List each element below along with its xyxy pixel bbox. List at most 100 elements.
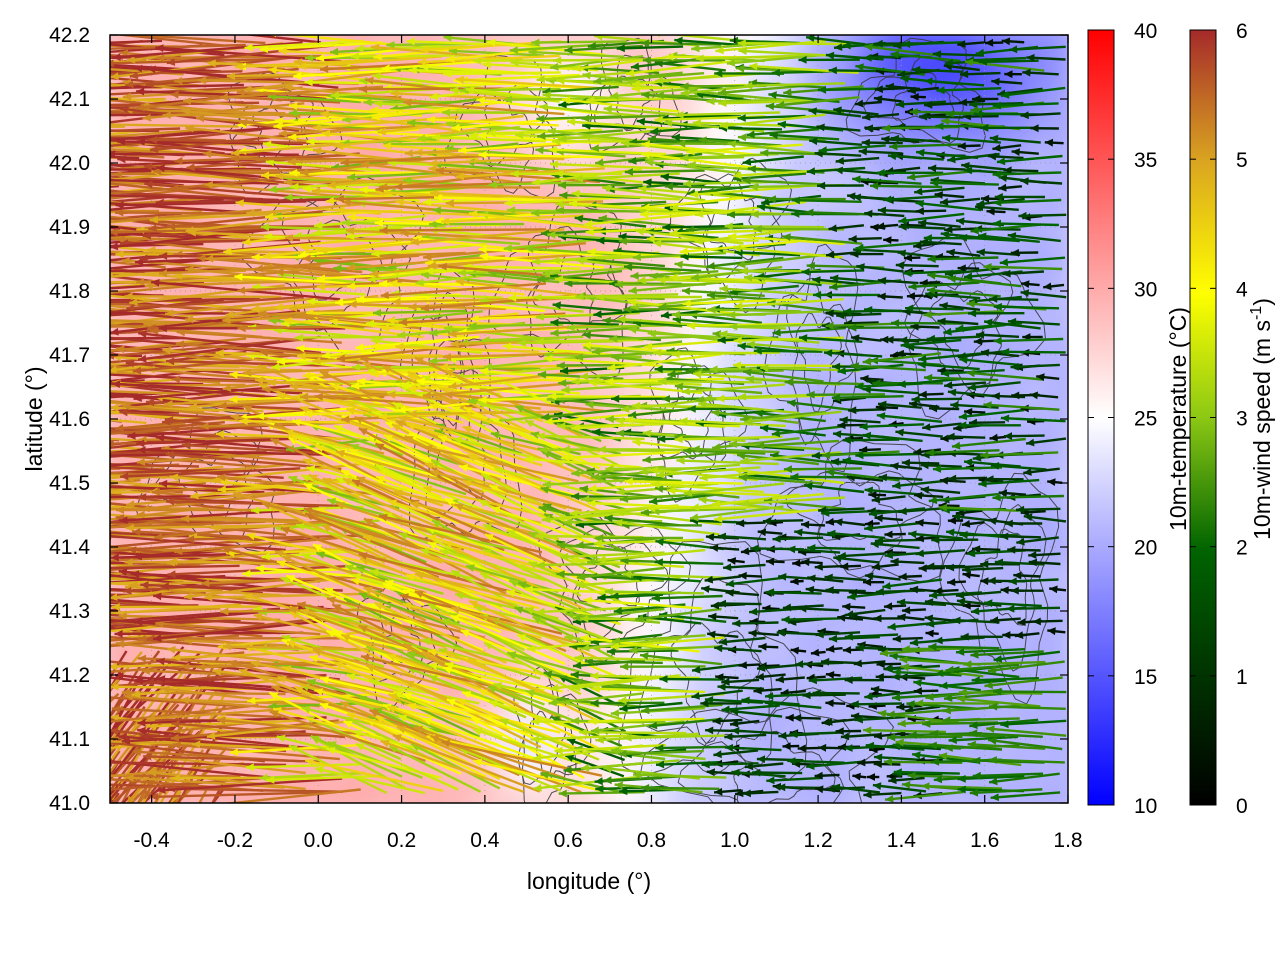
wind-vector — [414, 590, 567, 653]
wind-arrowhead — [223, 247, 232, 256]
wind-vector — [176, 747, 228, 803]
wind-arrowhead — [3, 446, 11, 454]
wind-arrowhead — [643, 178, 652, 187]
wind-arrowhead — [535, 532, 544, 540]
wind-arrowhead — [637, 276, 646, 285]
wind-vector — [145, 673, 327, 684]
wind-arrowhead — [724, 743, 734, 752]
wind-arrowhead — [282, 665, 292, 674]
wind-arrowhead — [255, 564, 265, 573]
wind-arrowhead — [101, 524, 110, 532]
wind-arrowhead — [441, 739, 451, 748]
wind-vector — [110, 523, 124, 527]
wind-arrowhead — [285, 429, 294, 437]
wind-arrowhead — [639, 467, 648, 476]
wind-arrowhead — [141, 667, 150, 675]
wind-arrowhead — [539, 103, 548, 112]
wind-arrowhead — [136, 87, 145, 96]
wind-vector — [321, 339, 442, 358]
wind-arrowhead — [690, 503, 700, 511]
wind-arrowhead — [43, 850, 51, 859]
wind-vector — [616, 45, 684, 50]
wind-arrowhead — [8, 930, 16, 939]
wind-arrowhead — [680, 82, 689, 91]
wind-arrowhead — [500, 718, 509, 726]
wind-arrowhead — [289, 109, 298, 117]
wind-arrowhead — [117, 155, 126, 164]
wind-arrowhead — [46, 137, 55, 145]
wind-arrowhead — [307, 678, 317, 687]
wind-arrowhead — [169, 473, 179, 482]
wind-arrowhead — [555, 200, 564, 209]
wind-vector — [542, 85, 619, 94]
wind-arrowhead — [100, 757, 109, 765]
wind-vector — [110, 125, 286, 142]
wind-arrowhead — [426, 115, 436, 124]
wind-arrowhead — [581, 114, 590, 123]
wind-arrowhead — [200, 422, 209, 431]
wind-arrowhead — [691, 44, 700, 53]
wind-arrowhead — [531, 38, 540, 47]
wind-arrowhead — [128, 546, 137, 554]
wind-vector — [689, 89, 782, 101]
wind-arrowhead — [133, 394, 142, 402]
wind-arrowhead — [253, 613, 263, 621]
wind-arrowhead — [110, 553, 119, 562]
wind-vector — [590, 142, 679, 150]
wind-arrowhead — [110, 737, 111, 742]
wind-vector — [625, 59, 740, 76]
wind-arrowhead — [304, 410, 313, 418]
wind-arrowhead — [550, 318, 559, 327]
wind-arrowhead — [99, 136, 107, 144]
wind-arrowhead — [238, 668, 248, 677]
wind-vector — [319, 59, 487, 71]
wind-arrowhead — [610, 709, 620, 717]
wind-arrowhead — [587, 557, 596, 566]
wind-arrowhead — [457, 699, 467, 707]
wind-arrowhead — [407, 119, 416, 127]
wind-arrowhead — [641, 706, 650, 715]
wind-arrowhead — [31, 553, 39, 561]
wind-vector — [631, 404, 740, 409]
wind-arrowhead — [371, 43, 380, 52]
wind-arrowhead — [100, 787, 108, 796]
wind-arrowhead — [290, 182, 299, 191]
wind-arrowhead — [766, 557, 775, 566]
wind-arrowhead — [398, 715, 408, 723]
wind-arrowhead — [408, 410, 417, 418]
wind-vector — [466, 160, 559, 172]
wind-vector — [156, 659, 340, 681]
wind-arrowhead — [41, 192, 50, 200]
wind-arrowhead — [347, 213, 356, 222]
wind-arrowhead — [691, 692, 700, 700]
wind-arrowhead — [53, 569, 61, 577]
wind-arrowhead — [655, 485, 664, 493]
wind-vector — [579, 369, 683, 378]
wind-vector — [450, 614, 566, 666]
wind-arrowhead — [592, 428, 601, 437]
wind-arrowhead — [12, 197, 20, 205]
wind-vector — [309, 655, 439, 692]
wind-vector — [624, 480, 744, 485]
wind-arrowhead — [406, 573, 415, 581]
wind-vector — [110, 598, 181, 607]
wind-arrowhead — [690, 513, 699, 522]
wind-vector — [124, 695, 286, 710]
wind-arrowhead — [7, 625, 15, 633]
wind-arrowhead — [183, 592, 193, 601]
temperature-cell — [889, 146, 914, 180]
wind-arrowhead — [478, 245, 487, 254]
wind-arrowhead — [547, 231, 556, 239]
wind-vector — [110, 594, 125, 597]
wind-arrowhead — [462, 426, 472, 434]
wind-vector — [284, 85, 441, 105]
wind-arrowhead — [297, 62, 306, 70]
wind-arrowhead — [423, 444, 433, 453]
wind-arrowhead — [22, 832, 30, 841]
wind-vector — [215, 432, 361, 441]
temperature-cell — [931, 626, 956, 660]
wind-arrowhead — [110, 859, 117, 868]
wind-arrowhead — [229, 371, 238, 379]
wind-vector — [718, 126, 783, 131]
wind-arrowhead — [367, 603, 377, 611]
